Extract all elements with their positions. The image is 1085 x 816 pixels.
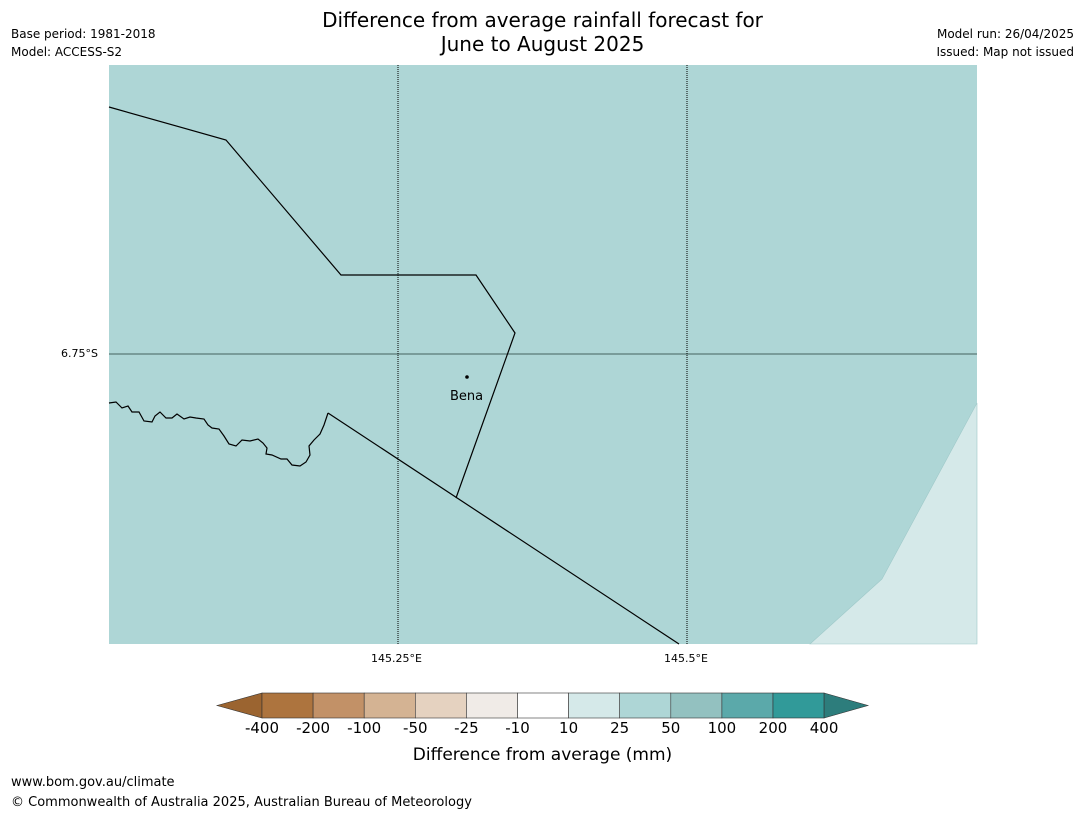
colorbar-tick-label: -25 (454, 719, 479, 737)
colorbar-bin (772, 692, 825, 719)
colorbar-title: Difference from average (mm) (412, 745, 673, 765)
meta-right: Model run: 26/04/2025 Issued: Map not is… (936, 25, 1074, 61)
title-line-2: June to August 2025 (440, 32, 645, 56)
colorbar-bin (414, 692, 467, 719)
footer-copyright: © Commonwealth of Australia 2025, Austra… (11, 795, 472, 810)
colorbar-tick-label: 50 (661, 719, 681, 737)
town-marker (465, 375, 469, 379)
colorbar-extend-high (823, 692, 870, 719)
map-title: Difference from average rainfall forecas… (0, 8, 1085, 56)
colorbar-tick-label: -200 (296, 719, 331, 737)
province-boundary-north (108, 106, 516, 499)
colorbar-tick-label: 200 (758, 719, 788, 737)
colorbar-tick-label: 25 (610, 719, 630, 737)
title-line-1: Difference from average rainfall forecas… (322, 8, 763, 32)
longitude-tick-label-2: 145.5°E (664, 652, 708, 665)
colorbar-tick-label: 400 (809, 719, 839, 737)
model-text: Model: ACCESS-S2 (11, 45, 123, 59)
meta-left: Base period: 1981-2018 Model: ACCESS-S2 (11, 25, 156, 61)
base-period-text: Base period: 1981-2018 (11, 27, 156, 41)
colorbar-tick-label: -10 (505, 719, 530, 737)
footer-url: www.bom.gov.au/climate (11, 775, 175, 790)
colorbar-bin (619, 692, 672, 719)
river-border-line (108, 401, 329, 467)
colorbar-extend-low (215, 692, 263, 719)
colorbar-bin (261, 692, 314, 719)
map-fill-light-region (809, 402, 978, 645)
model-run-text: Model run: 26/04/2025 (936, 27, 1074, 41)
colorbar-tick-label: -100 (347, 719, 382, 737)
longitude-tick-label-1: 145.25°E (371, 652, 422, 665)
colorbar-tick-label: 100 (707, 719, 737, 737)
colorbar-bin (363, 692, 416, 719)
town-label-bena: Bena (450, 389, 484, 404)
colorbar-bin (312, 692, 365, 719)
colorbar-tick-label: -400 (244, 719, 280, 737)
colorbar-tick-label: -50 (403, 719, 428, 737)
issued-text: Issued: Map not issued (936, 45, 1074, 59)
colorbar-bin (670, 692, 723, 719)
colorbar-bin (517, 692, 569, 719)
colorbar-tick-label: 10 (559, 719, 579, 737)
colorbar-bin (466, 692, 518, 719)
latitude-tick-label: 6.75°S (61, 347, 98, 360)
colorbar-bin (568, 692, 620, 719)
province-boundary-south (327, 412, 680, 645)
colorbar-bin (721, 692, 774, 719)
